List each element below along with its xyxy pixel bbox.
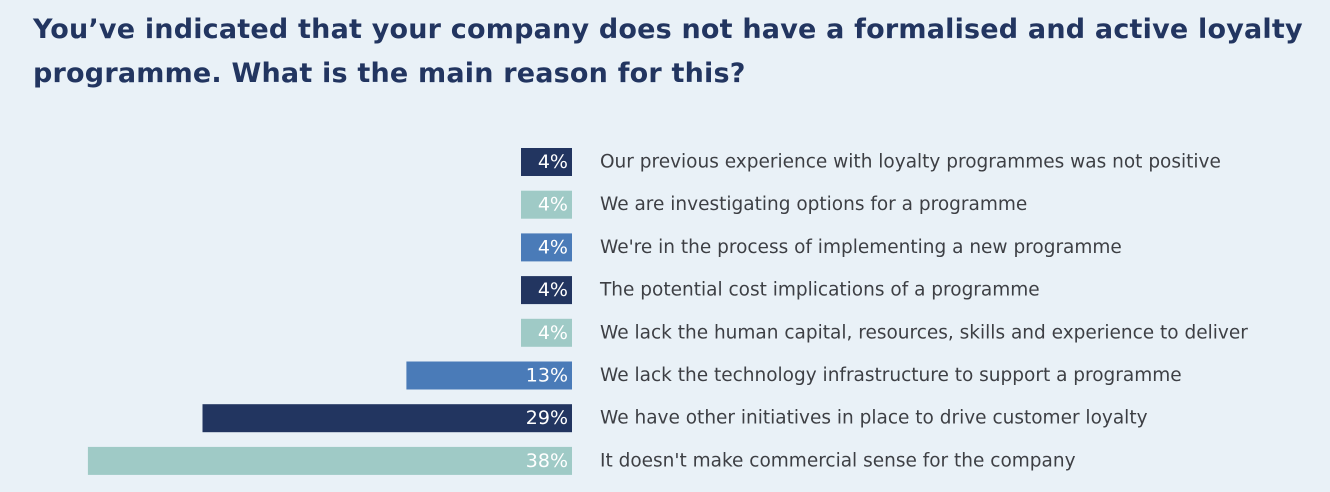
bar-4 [521, 276, 572, 305]
bar-value-label-6: 13% [526, 365, 568, 387]
category-label-6: We lack the technology infrastructure to… [600, 365, 1182, 386]
bar-7 [202, 404, 572, 433]
bar-5 [521, 318, 572, 347]
bar-value-label-7: 29% [526, 407, 568, 429]
chart-title: You’ve indicated that your company does … [33, 14, 1303, 89]
bar-6 [406, 361, 572, 390]
bar-value-label-4: 4% [538, 279, 568, 301]
category-label-3: We're in the process of implementing a n… [600, 237, 1122, 258]
category-label-4: The potential cost implications of a pro… [599, 280, 1040, 301]
bar-value-label-1: 4% [538, 151, 568, 173]
bar-2 [521, 190, 572, 219]
category-label-5: We lack the human capital, resources, sk… [600, 322, 1248, 343]
category-label-2: We are investigating options for a progr… [600, 194, 1027, 215]
category-label-7: We have other initiatives in place to dr… [600, 408, 1148, 429]
category-label-8: It doesn't make commercial sense for the… [600, 450, 1076, 471]
bar-value-label-5: 4% [538, 322, 568, 344]
bar-3 [521, 233, 572, 262]
category-label-1: Our previous experience with loyalty pro… [600, 152, 1221, 173]
bar-value-label-2: 4% [538, 194, 568, 216]
bar-8 [87, 446, 573, 475]
bar-1 [521, 148, 572, 176]
bar-value-label-3: 4% [538, 236, 568, 258]
bar-value-label-8: 38% [526, 450, 568, 472]
